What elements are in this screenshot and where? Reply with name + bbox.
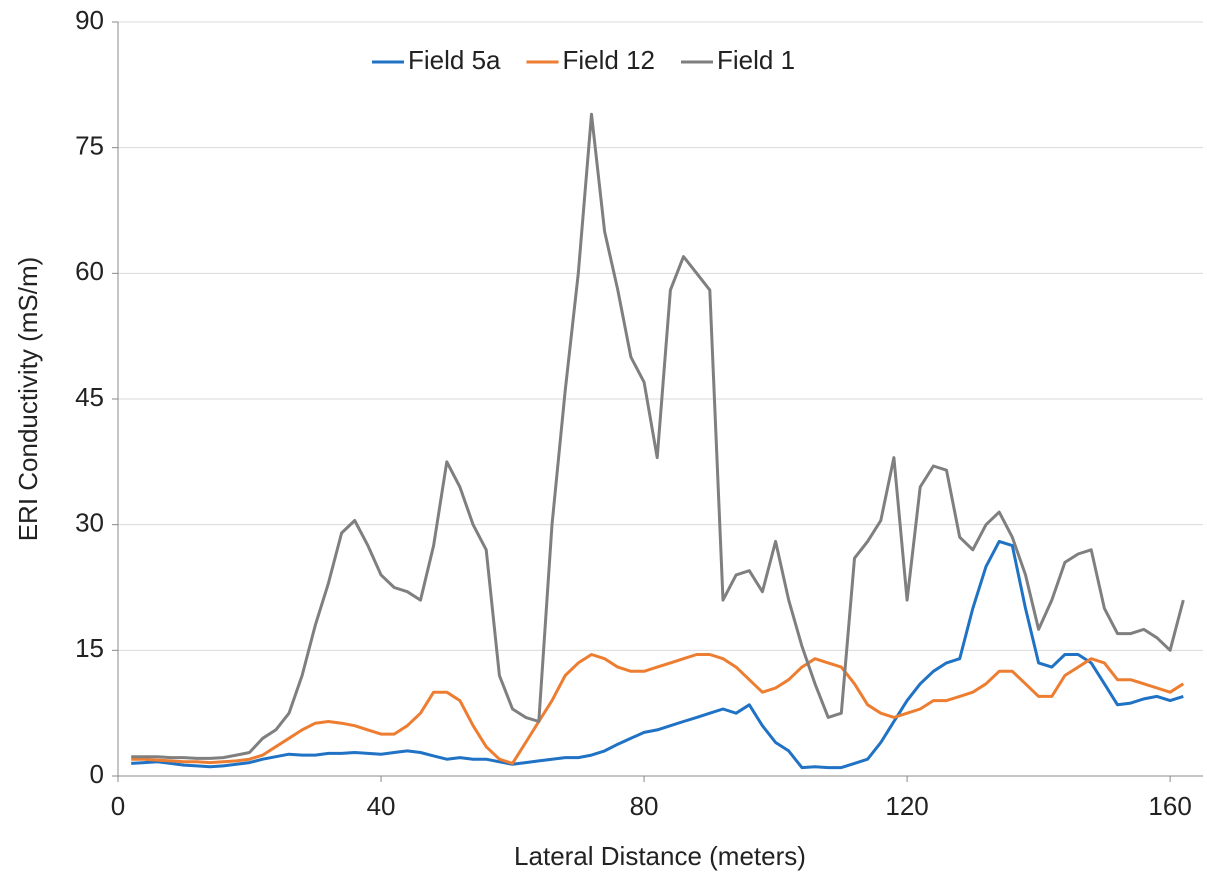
y-axis-label: ERI Conductivity (mS/m) bbox=[13, 257, 43, 542]
x-tick-label: 0 bbox=[111, 791, 125, 821]
y-tick-label: 15 bbox=[75, 633, 104, 663]
series-line bbox=[131, 539, 1184, 770]
x-tick-label: 40 bbox=[367, 791, 396, 821]
y-tick-label: 45 bbox=[75, 382, 104, 412]
y-tick-label: 0 bbox=[90, 759, 104, 789]
y-tick-label: 75 bbox=[75, 131, 104, 161]
y-tick-label: 90 bbox=[75, 5, 104, 35]
x-tick-label: 120 bbox=[885, 791, 928, 821]
legend-label: Field 1 bbox=[717, 45, 795, 75]
y-tick-label: 60 bbox=[75, 256, 104, 286]
x-tick-label: 80 bbox=[630, 791, 659, 821]
legend-label: Field 12 bbox=[563, 45, 656, 75]
legend-label: Field 5a bbox=[408, 45, 501, 75]
x-axis-label: Lateral Distance (meters) bbox=[514, 841, 806, 871]
y-tick-label: 30 bbox=[75, 508, 104, 538]
series-line bbox=[131, 653, 1185, 765]
series-line bbox=[131, 112, 1185, 760]
x-tick-label: 160 bbox=[1148, 791, 1191, 821]
